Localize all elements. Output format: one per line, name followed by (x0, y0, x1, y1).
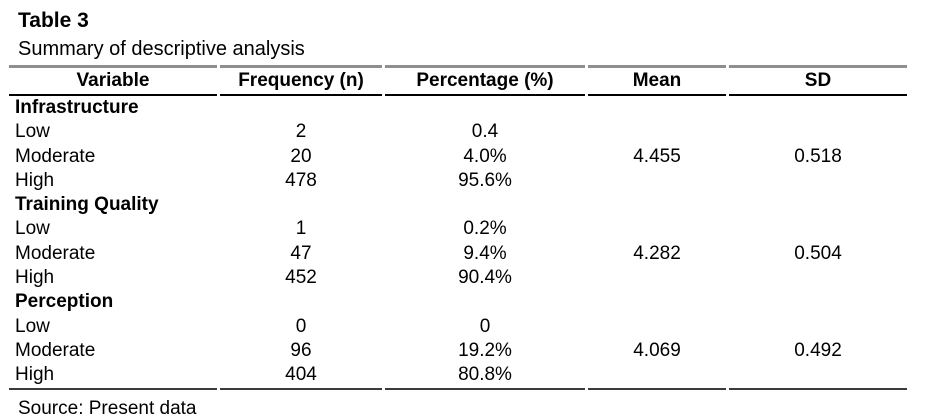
percentage-cell: 4.0% (463, 145, 507, 167)
percentage-cell: 95.6% (458, 169, 512, 191)
mean-cell (588, 315, 726, 339)
sd-cell (729, 315, 907, 339)
mean-cell (588, 193, 726, 217)
mean-cell (588, 120, 726, 144)
variable-cell: Moderate (15, 339, 96, 361)
variable-cell: Perception (15, 291, 114, 313)
data-row: High 404 80.8% (9, 363, 907, 390)
data-row: High 478 95.6% (9, 169, 907, 193)
mean-cell (588, 363, 726, 390)
column-header-sd: SD (729, 65, 907, 96)
percentage-cell: 0.4 (471, 121, 499, 143)
percentage-cell: 0.2% (463, 218, 507, 240)
column-header-mean: Mean (588, 65, 726, 96)
percentage-cell: 80.8% (385, 363, 585, 390)
column-header-percentage: Percentage (%) (385, 65, 585, 96)
variable-cell: Low (15, 121, 50, 143)
sd-cell (729, 363, 907, 390)
frequency-cell (220, 193, 382, 217)
percentage-cell (385, 290, 585, 314)
data-row: Moderate 47 9.4% 4.282 0.504 (9, 242, 907, 266)
data-row: Moderate 20 4.0% 4.455 0.518 (9, 145, 907, 169)
percentage-cell (385, 193, 585, 217)
frequency-cell: 452 (285, 267, 317, 289)
table-subtitle: Summary of descriptive analysis (18, 38, 305, 60)
frequency-cell: 478 (285, 169, 317, 191)
sd-cell: 0.492 (794, 339, 842, 361)
percentage-cell: 9.4% (463, 242, 507, 264)
mean-cell: 4.282 (633, 242, 681, 264)
sd-cell: 0.518 (794, 145, 842, 167)
variable-cell: Training Quality (15, 194, 159, 216)
mean-cell (588, 169, 726, 193)
table-body: Infrastructure Low 2 0.4 Moderate 20 4.0% 4.455… (9, 96, 907, 390)
mean-cell (588, 217, 726, 241)
variable-cell: Moderate (15, 145, 96, 167)
data-row: High 452 90.4% (9, 266, 907, 290)
mean-cell: 4.069 (633, 339, 681, 361)
sd-cell (729, 120, 907, 144)
column-header-variable: Variable (9, 65, 217, 96)
frequency-cell (220, 96, 382, 120)
variable-cell: High (9, 363, 217, 390)
percentage-cell (385, 96, 585, 120)
sd-cell (729, 96, 907, 120)
mean-cell (588, 96, 726, 120)
frequency-cell: 47 (290, 242, 312, 264)
table-header-row: Variable Frequency (n) Percentage (%) Me… (9, 65, 907, 96)
frequency-cell: 404 (220, 363, 382, 390)
data-row: Low 1 0.2% (9, 217, 907, 241)
variable-cell: Low (15, 315, 50, 337)
frequency-cell: 0 (295, 315, 307, 337)
section-row: Perception (9, 290, 907, 314)
sd-cell (729, 193, 907, 217)
variable-cell: Low (15, 218, 50, 240)
data-row: Moderate 96 19.2% 4.069 0.492 (9, 339, 907, 363)
frequency-cell: 1 (295, 218, 307, 240)
sd-cell (729, 266, 907, 290)
table-title: Table 3 (18, 9, 89, 32)
variable-cell: High (15, 267, 55, 289)
data-row: Low 2 0.4 (9, 120, 907, 144)
mean-cell (588, 266, 726, 290)
frequency-cell: 2 (295, 121, 307, 143)
column-header-frequency: Frequency (n) (220, 65, 382, 96)
frequency-cell (220, 290, 382, 314)
table-source: Source: Present data (18, 397, 197, 419)
variable-cell: High (15, 169, 55, 191)
section-row: Training Quality (9, 193, 907, 217)
sd-cell (729, 169, 907, 193)
mean-cell (588, 290, 726, 314)
section-row: Infrastructure (9, 96, 907, 120)
percentage-cell: 0 (479, 315, 491, 337)
mean-cell: 4.455 (633, 145, 681, 167)
variable-cell: Moderate (15, 242, 96, 264)
frequency-cell: 20 (290, 145, 312, 167)
percentage-cell: 90.4% (458, 267, 512, 289)
percentage-cell: 19.2% (458, 339, 512, 361)
sd-cell: 0.504 (794, 242, 842, 264)
sd-cell (729, 217, 907, 241)
frequency-cell: 96 (290, 339, 312, 361)
sd-cell (729, 290, 907, 314)
descriptive-table: Variable Frequency (n) Percentage (%) Me… (6, 65, 910, 390)
variable-cell: Infrastructure (15, 97, 139, 118)
data-row: Low 0 0 (9, 315, 907, 339)
